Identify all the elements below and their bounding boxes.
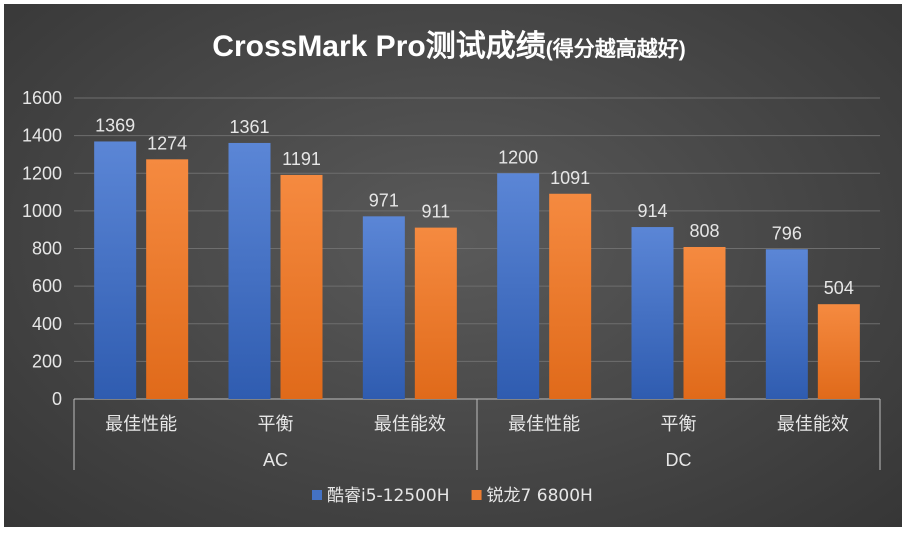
data-label: 1091 (550, 168, 590, 188)
x-category-label: 平衡 (258, 414, 294, 435)
x-group-label: DC (666, 450, 692, 470)
data-label: 504 (824, 278, 854, 298)
y-tick-label: 400 (32, 314, 62, 334)
bar-series1 (362, 216, 405, 399)
data-label: 971 (369, 190, 399, 210)
grid-layer (74, 97, 880, 400)
legend-label-1: 酷睿i5-12500H (327, 486, 450, 506)
data-label: 796 (772, 223, 802, 243)
bar-layer (94, 141, 860, 400)
y-tick-label: 600 (32, 276, 62, 296)
x-category-label: 最佳能效 (777, 414, 849, 435)
data-label: 1274 (147, 133, 187, 153)
bar-series2 (549, 193, 592, 399)
x-category-label: 平衡 (661, 414, 697, 435)
bar-series1 (228, 142, 271, 400)
chart-subtitle: (得分越高越好) (546, 37, 686, 61)
data-label: 1361 (229, 117, 269, 137)
chart-title-main: CrossMark Pro测试成绩 (212, 30, 545, 63)
chart-title: CrossMark Pro测试成绩(得分越高越好) (212, 30, 685, 63)
x-group-label: AC (263, 450, 288, 470)
data-label: 914 (637, 201, 667, 221)
legend-label-2: 锐龙7 6800H (487, 486, 593, 506)
bar-series1 (94, 141, 137, 399)
chart-frame: CrossMark Pro测试成绩(得分越高越好) 0 200 400 600 800 1… (4, 4, 902, 527)
bar-series2 (414, 227, 457, 399)
legend-swatch-1 (312, 490, 322, 500)
bar-series2 (683, 246, 726, 399)
y-tick-label: 1400 (22, 126, 62, 146)
bar-series1 (497, 173, 540, 399)
x-category-label: 最佳性能 (508, 414, 580, 435)
bar-series1 (765, 249, 808, 399)
bar-series1 (631, 227, 674, 399)
legend: 酷睿i5-12500H 锐龙7 6800H (312, 486, 593, 506)
x-category-label: 最佳能效 (374, 414, 446, 435)
bar-series2 (146, 159, 189, 399)
y-tick-label: 800 (32, 239, 62, 259)
legend-swatch-2 (471, 490, 482, 500)
data-label: 1200 (498, 147, 538, 167)
bar-series2 (817, 304, 860, 399)
bar-series2 (280, 174, 323, 399)
y-tick-label: 1000 (22, 201, 62, 221)
chart: CrossMark Pro测试成绩(得分越高越好) 0 200 400 600 800 1… (22, 30, 881, 506)
y-tick-label: 1200 (22, 163, 62, 183)
data-label: 911 (421, 202, 450, 222)
data-label: 1191 (282, 149, 321, 169)
y-tick-label: 200 (32, 351, 62, 371)
axis-layer (73, 399, 881, 470)
data-label: 1369 (95, 115, 135, 135)
data-label: 808 (689, 221, 719, 241)
label-layer: 0 200 400 600 800 1000 1200 1400 1600 1369 1274 最佳性… (22, 88, 854, 470)
x-category-label: 最佳性能 (105, 414, 177, 435)
y-tick-label: 0 (52, 389, 62, 409)
y-tick-label: 1600 (22, 88, 62, 108)
